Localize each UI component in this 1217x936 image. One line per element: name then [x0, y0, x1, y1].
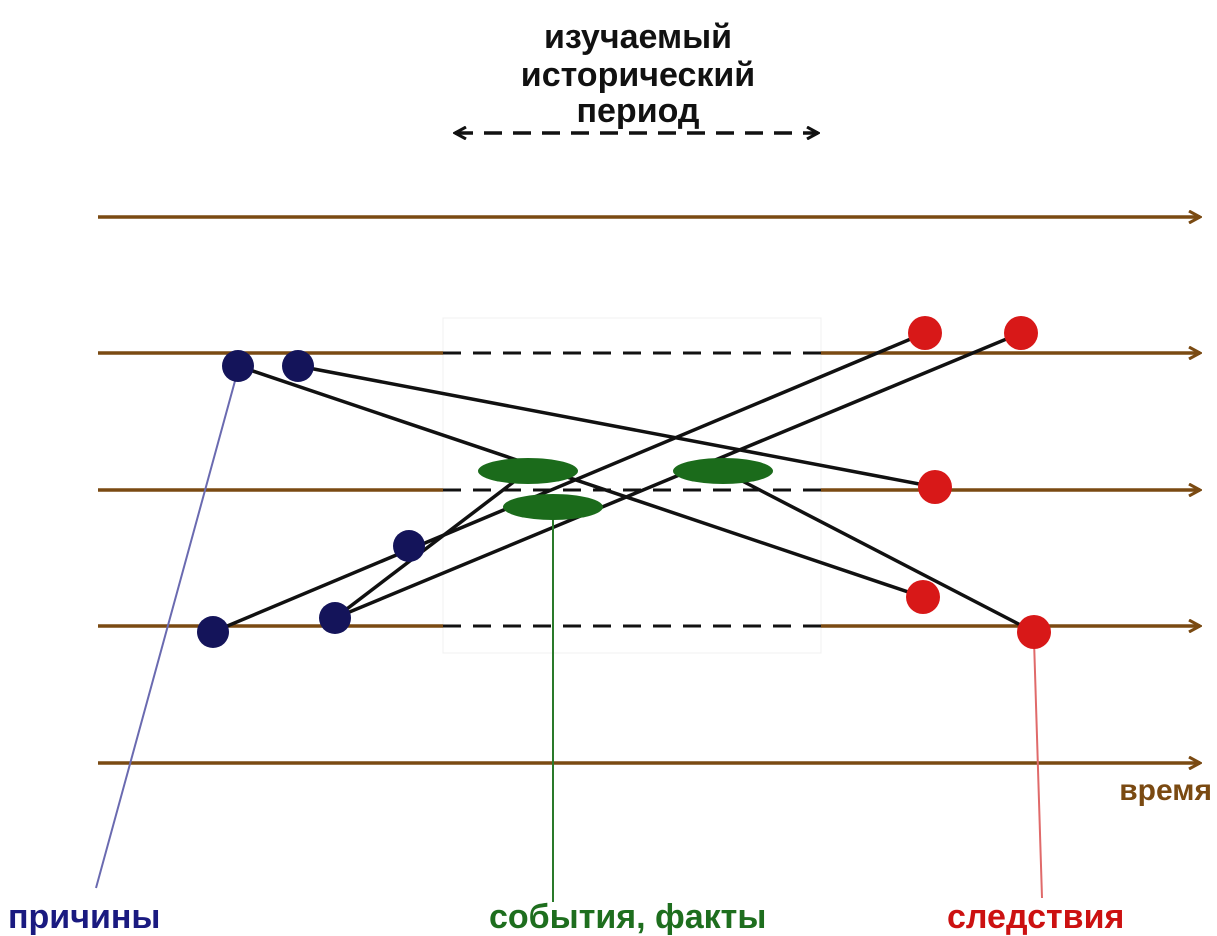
connector-cause-d-to-event-1	[333, 469, 530, 620]
connector-cause-a-to-consequence-d	[237, 364, 924, 599]
period-label-line-3: период	[576, 92, 699, 130]
events	[478, 458, 773, 520]
events-label: события, факты	[489, 898, 766, 936]
event-ellipse-2	[673, 458, 773, 484]
consequence-dot-e	[1017, 615, 1051, 649]
period-frame	[442, 317, 822, 654]
period-label-line-1: изучаемый	[544, 18, 732, 56]
time-axis-label: время	[1119, 774, 1212, 807]
cause-dot-b	[282, 350, 314, 382]
connector-event-2-to-consequence-e	[722, 469, 1035, 634]
consequence-dot-a	[908, 316, 942, 350]
cause-dot-a	[222, 350, 254, 382]
cause-dot-e	[393, 530, 425, 562]
event-ellipse-1	[478, 458, 578, 484]
consequences-label: следствия	[947, 898, 1124, 936]
consequences	[906, 316, 1051, 649]
connector-cause-c-to-consequence-a	[212, 331, 926, 634]
causes	[197, 350, 425, 648]
cause-dot-c	[197, 616, 229, 648]
consequence-dot-c	[918, 470, 952, 504]
connector-cause-b-to-consequence-c	[297, 364, 936, 489]
period-label-line-2: исторический	[521, 56, 755, 94]
causes-leader-line	[95, 369, 239, 889]
event-ellipse-3	[503, 494, 603, 520]
consequence-dot-d	[906, 580, 940, 614]
cause-dot-d	[319, 602, 351, 634]
consequence-dot-b	[1004, 316, 1038, 350]
causes-label: причины	[8, 898, 160, 936]
consequences-leader-line	[1033, 639, 1043, 899]
